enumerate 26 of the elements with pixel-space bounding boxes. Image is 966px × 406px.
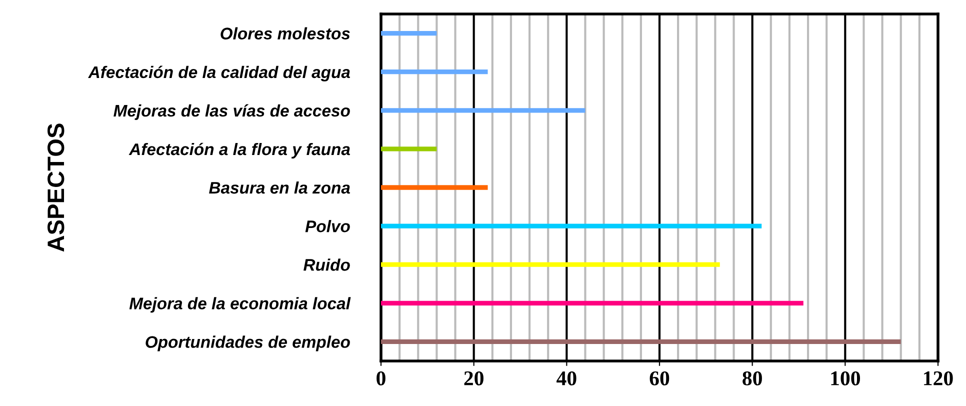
- y-tick-label: Polvo: [305, 220, 350, 232]
- bar: [381, 146, 437, 152]
- bar: [381, 300, 804, 306]
- x-tick-label: 120: [924, 371, 953, 386]
- x-tick-label: 40: [556, 371, 576, 386]
- x-tick-label: 0: [376, 371, 386, 386]
- x-tick-label: 60: [650, 371, 670, 386]
- y-tick-label: Afectación a la flora y fauna: [128, 142, 350, 159]
- x-tick-label: 20: [464, 371, 484, 386]
- bar: [381, 339, 901, 344]
- bar: [381, 262, 720, 267]
- bar: [381, 224, 762, 228]
- bar: [381, 70, 488, 74]
- bar: [381, 108, 586, 113]
- x-tick-label: 100: [831, 371, 860, 386]
- x-tick-label: 80: [742, 371, 762, 386]
- y-tick-label: Oportunidades de empleo: [146, 336, 350, 352]
- y-tick-label: Afectación de la calidad del agua: [88, 66, 350, 82]
- y-tick-label: Mejoras de las vías de acceso: [114, 104, 350, 120]
- y-tick-label: Olores molestos: [220, 27, 350, 40]
- y-tick-label: Mejora de la economia local: [129, 297, 351, 313]
- y-tick-label: Ruido: [304, 258, 350, 271]
- bar: [381, 185, 488, 190]
- y-tick-label: Basura en la zona: [209, 181, 350, 194]
- y-axis-title: ASPECTOS: [48, 124, 64, 252]
- bar: [381, 30, 437, 36]
